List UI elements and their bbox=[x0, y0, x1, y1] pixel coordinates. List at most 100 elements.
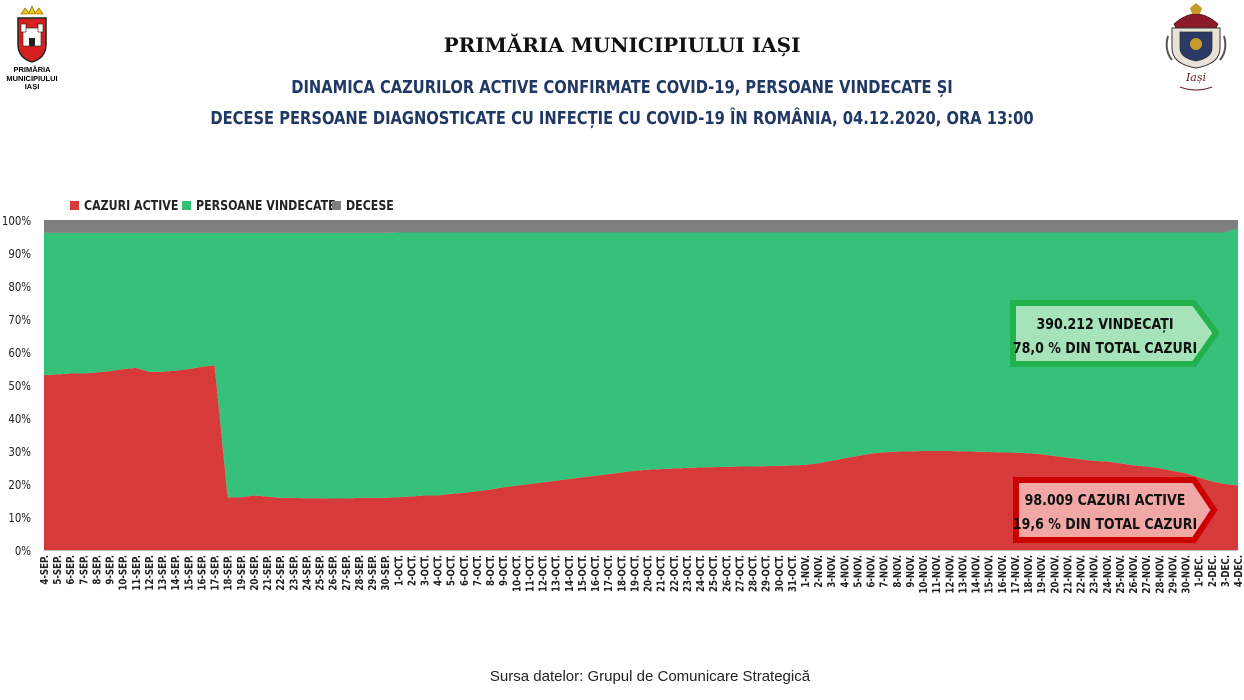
x-tick-label-26: 30-SEP. bbox=[380, 555, 392, 591]
chart-legend: CAZURI ACTIVE PERSOANE VINDECATE DECESE bbox=[70, 198, 394, 213]
y-tick-label-8: 80% bbox=[8, 280, 31, 294]
x-tick-label-60: 3-NOV. bbox=[827, 555, 839, 588]
legend-label-0: CAZURI ACTIVE bbox=[84, 198, 178, 213]
logo-text-line3: IAȘI bbox=[24, 82, 40, 91]
x-tick-label-5: 9-SEP. bbox=[105, 555, 117, 585]
x-tick-label-90: 3-DEC. bbox=[1220, 555, 1232, 587]
x-tick-label-47: 21-OCT. bbox=[656, 555, 668, 592]
x-tick-label-19: 23-SEP. bbox=[289, 555, 301, 591]
x-tick-label-23: 27-SEP. bbox=[341, 555, 353, 591]
x-tick-label-45: 19-OCT. bbox=[630, 555, 642, 592]
x-tick-label-89: 2-DEC. bbox=[1207, 555, 1219, 587]
x-tick-label-1: 5-SEP. bbox=[52, 555, 64, 585]
x-tick-label-63: 6-NOV. bbox=[866, 555, 878, 588]
x-tick-label-29: 3-OCT. bbox=[420, 555, 432, 586]
legend-label-2: DECESE bbox=[346, 198, 394, 213]
x-tick-label-32: 6-OCT. bbox=[459, 555, 471, 586]
recovered-callout-line2: 78,0 % DIN TOTAL CAZURI bbox=[1013, 340, 1197, 357]
x-tick-label-37: 11-OCT. bbox=[525, 555, 537, 592]
x-tick-label-65: 8-NOV. bbox=[892, 555, 904, 588]
legend-swatch-0 bbox=[70, 201, 79, 210]
y-tick-label-1: 10% bbox=[8, 511, 31, 525]
x-tick-label-71: 14-NOV. bbox=[971, 555, 983, 594]
x-tick-label-4: 8-SEP. bbox=[92, 555, 104, 585]
x-tick-label-35: 9-OCT. bbox=[498, 555, 510, 586]
x-tick-label-42: 16-OCT. bbox=[590, 555, 602, 592]
chart-subtitle-line1: DINAMICA CAZURILOR ACTIVE CONFIRMATE COV… bbox=[291, 78, 953, 98]
x-tick-label-25: 29-SEP. bbox=[367, 555, 379, 591]
x-tick-label-56: 30-OCT. bbox=[774, 555, 786, 592]
x-tick-label-46: 20-OCT. bbox=[643, 555, 655, 592]
active-callout-line2: 19,6 % DIN TOTAL CAZURI bbox=[1013, 516, 1197, 533]
x-axis: 4-SEP. 5-SEP. 6-SEP. 7-SEP. 8-SEP. 9-SEP. 10-S… bbox=[39, 555, 1244, 594]
x-tick-label-11: 15-SEP. bbox=[184, 555, 196, 591]
x-tick-label-10: 14-SEP. bbox=[170, 555, 182, 591]
x-tick-label-52: 26-OCT. bbox=[722, 555, 734, 592]
x-tick-label-57: 31-OCT. bbox=[787, 555, 799, 592]
x-tick-label-24: 28-SEP. bbox=[354, 555, 366, 591]
x-tick-label-7: 11-SEP. bbox=[131, 555, 143, 591]
recovered-callout: 390.212 VINDECAȚI 78,0 % DIN TOTAL CAZUR… bbox=[1010, 300, 1220, 367]
x-tick-label-87: 30-NOV. bbox=[1181, 555, 1193, 594]
y-tick-label-3: 30% bbox=[8, 445, 31, 459]
chart-subtitle-line2: DECESE PERSOANE DIAGNOSTICATE CU INFECȚI… bbox=[210, 109, 1034, 129]
active-callout-arrow bbox=[1013, 477, 1218, 543]
x-tick-label-28: 2-OCT. bbox=[407, 555, 419, 586]
coat-of-arms-icon bbox=[17, 5, 47, 63]
x-tick-label-6: 10-SEP. bbox=[118, 555, 130, 591]
y-tick-label-5: 50% bbox=[8, 379, 31, 393]
x-tick-label-16: 20-SEP. bbox=[249, 555, 261, 591]
x-tick-label-48: 22-OCT. bbox=[669, 555, 681, 592]
x-tick-label-53: 27-OCT. bbox=[735, 555, 747, 592]
y-tick-label-10: 100% bbox=[2, 214, 31, 228]
data-source: Sursa datelor: Grupul de Comunicare Stra… bbox=[489, 668, 811, 685]
x-tick-label-62: 5-NOV. bbox=[853, 555, 865, 588]
x-tick-label-12: 16-SEP. bbox=[197, 555, 209, 591]
x-tick-label-49: 23-OCT. bbox=[682, 555, 694, 592]
x-tick-label-78: 21-NOV. bbox=[1063, 555, 1075, 594]
x-tick-label-17: 21-SEP. bbox=[262, 555, 274, 591]
legend-swatch-1 bbox=[182, 201, 191, 210]
x-tick-label-8: 12-SEP. bbox=[144, 555, 156, 591]
x-tick-label-58: 1-NOV. bbox=[800, 555, 812, 588]
logo-text-line2: MUNICIPIULUI bbox=[6, 73, 58, 83]
x-tick-label-85: 28-NOV. bbox=[1155, 555, 1167, 594]
city-hall-logo: PRIMĂRIA MUNICIPIULUI IAȘI bbox=[6, 4, 58, 91]
x-tick-label-2: 6-SEP. bbox=[65, 555, 77, 585]
y-tick-label-4: 40% bbox=[8, 412, 31, 426]
y-axis: 0% 10% 20% 30% 40% 50% 60% 70% 80% 90% 100% bbox=[2, 214, 1238, 558]
x-tick-label-76: 19-NOV. bbox=[1036, 555, 1048, 594]
active-callout: 98.009 CAZURI ACTIVE 19,6 % DIN TOTAL CA… bbox=[1013, 477, 1218, 543]
x-tick-label-69: 12-NOV. bbox=[945, 555, 957, 594]
x-tick-label-70: 13-NOV. bbox=[958, 555, 970, 594]
recovered-callout-line1: 390.212 VINDECAȚI bbox=[1036, 316, 1173, 333]
y-tick-label-9: 90% bbox=[8, 247, 31, 261]
x-tick-label-82: 25-NOV. bbox=[1115, 555, 1127, 594]
x-tick-label-79: 22-NOV. bbox=[1076, 555, 1088, 594]
x-tick-label-50: 24-OCT. bbox=[695, 555, 707, 592]
x-tick-label-74: 17-NOV. bbox=[1010, 555, 1022, 594]
x-tick-label-91: 4-DEC. bbox=[1233, 555, 1244, 587]
y-tick-label-7: 70% bbox=[8, 313, 31, 327]
x-tick-label-73: 16-NOV. bbox=[997, 555, 1009, 594]
x-tick-label-68: 11-NOV. bbox=[931, 555, 943, 594]
x-tick-label-88: 1-DEC. bbox=[1194, 555, 1206, 587]
callouts: 390.212 VINDECAȚI 78,0 % DIN TOTAL CAZUR… bbox=[1010, 300, 1220, 543]
active-callout-line1: 98.009 CAZURI ACTIVE bbox=[1025, 492, 1186, 509]
x-tick-label-40: 14-OCT. bbox=[564, 555, 576, 592]
x-tick-label-21: 25-SEP. bbox=[315, 555, 327, 591]
page-title: PRIMĂRIA MUNICIPIULUI IAȘI bbox=[443, 33, 801, 57]
iasi-brand-logo: Iași bbox=[1162, 2, 1230, 94]
x-tick-label-61: 4-NOV. bbox=[840, 555, 852, 588]
x-tick-label-14: 18-SEP. bbox=[223, 555, 235, 591]
x-tick-label-64: 7-NOV. bbox=[879, 555, 891, 588]
x-tick-label-9: 13-SEP. bbox=[157, 555, 169, 591]
stacked-area-chart: CAZURI ACTIVE PERSOANE VINDECATE DECESE 0%… bbox=[2, 198, 1244, 594]
legend-label-1: PERSOANE VINDECATE bbox=[196, 198, 336, 213]
x-tick-label-38: 12-OCT. bbox=[538, 555, 550, 592]
logo-text-line1: PRIMĂRIA bbox=[13, 65, 51, 74]
x-tick-label-81: 24-NOV. bbox=[1102, 555, 1114, 594]
x-tick-label-51: 25-OCT. bbox=[708, 555, 720, 592]
x-tick-label-80: 23-NOV. bbox=[1089, 555, 1101, 594]
x-tick-label-43: 17-OCT. bbox=[603, 555, 615, 592]
